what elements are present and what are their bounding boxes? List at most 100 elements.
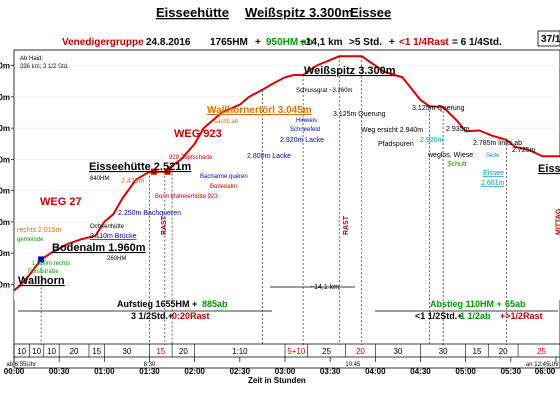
clock-time-label: 8:30 xyxy=(144,362,156,368)
segment-duration: 15 xyxy=(473,347,482,356)
y-tick-label: 2.400m xyxy=(0,187,10,196)
subheader-hm: 1765HM xyxy=(210,37,248,48)
segment-duration: 30 xyxy=(393,347,402,356)
label-q3125: 3.125m Querung xyxy=(333,111,386,118)
label-rechts: rechts 2.015m xyxy=(17,227,62,234)
label-rechts2: 1.880m rechts xyxy=(32,261,70,267)
label-bacharme: Bacharme queren xyxy=(200,174,248,180)
x-tick-label: 01:00 xyxy=(94,367,115,376)
x-tick-label: 04:30 xyxy=(410,367,431,376)
subheader: Venedigergruppe 24.8.2016 1765HM + 950HM… xyxy=(62,37,502,48)
x-tick-label: 02:00 xyxy=(184,367,205,376)
label-schneefeld: Schneefeld xyxy=(290,127,320,133)
label-weg-ersicht: Weg ersicht 2.940m xyxy=(361,127,423,134)
page-number: 37/1 xyxy=(541,34,560,45)
segment-duration-row: 10 10 10 20 15 30 15 20 1:10 5+10 25 20 30 30 15 20 25 xyxy=(13,343,560,358)
subheader-date: 24.8.2016 xyxy=(146,37,191,48)
label-km: ~14,1 km xyxy=(310,284,339,291)
x-axis: 00:00 00:30 01:00 01:30 02:00 02:30 03:00 03:30… xyxy=(4,357,559,376)
y-tick-label: 3.200m xyxy=(0,62,10,71)
segment-duration: 10 xyxy=(47,347,56,356)
label-bonn: Bonn Matreierhütte 923 xyxy=(155,194,218,200)
x-tick-label: 01:30 xyxy=(139,367,160,376)
segment-duration: 5+10 xyxy=(287,347,306,356)
rest-label: MITTAG xyxy=(556,208,560,235)
label-eisseehuette: Eisseehütte 2.521m xyxy=(89,161,191,173)
hut-marker xyxy=(164,168,171,175)
abstieg-2-time: <1 1/2Std.+ xyxy=(415,311,463,321)
hut-marker xyxy=(151,168,158,175)
segment-duration: 20 xyxy=(499,347,508,356)
label-eisseehuette-hm: 840HM xyxy=(90,176,109,182)
rest-label: RAST xyxy=(343,215,350,235)
annotations: WEG 27 WEG 923 Wallhorn Bodenalm 1.960m … xyxy=(17,65,560,321)
header-title-lake: Eissee xyxy=(350,5,391,20)
segment-duration: 30 xyxy=(439,347,448,356)
label-hinweis: Hinweis xyxy=(296,118,317,124)
label-links: 2.785m links ab xyxy=(473,140,522,147)
aufstieg-1: Aufstieg 1655HM + xyxy=(117,299,197,309)
label-weglos: weglos, Wiese xyxy=(427,152,473,159)
x-tick-label: 03:00 xyxy=(275,367,296,376)
clock-time-label: 10:45 xyxy=(345,362,361,368)
segment-duration: 25 xyxy=(537,347,546,356)
label-bodenalm: Bodenalm 1.960m xyxy=(52,242,146,254)
subheader-std: >5 Std. xyxy=(349,37,382,48)
x-tick-label: 00:30 xyxy=(49,367,70,376)
y-tick-label: 2.000m xyxy=(0,249,10,258)
label-s2920: 2.920m Lacke xyxy=(280,137,324,144)
segment-duration: 15 xyxy=(92,347,101,356)
label-bodenalm-hm: 260HM xyxy=(107,256,126,262)
label-eissee2: Eissee xyxy=(483,170,504,177)
y-axis: 3.200m 3.000m 2.800m 2.600m 2.400m 2.200m 2.00… xyxy=(0,62,14,289)
label-gemeinde: gemeinde xyxy=(17,237,44,243)
label-p2920: 2.920m xyxy=(420,137,444,144)
label-bodenalm2: Bodenalm xyxy=(210,184,237,190)
subheader-group: Venedigergruppe xyxy=(62,37,144,48)
waypoint-markers: RAST RAST MITTAG xyxy=(38,56,560,345)
corner-note-line-1: Ab Haid: xyxy=(20,56,43,62)
label-pfadspuren: Pfadspuren xyxy=(378,141,414,148)
y-tick-label: 1.800m xyxy=(0,280,10,289)
y-tick-label: 2.200m xyxy=(0,218,10,227)
subheader-hm-ab: 950HM ab xyxy=(266,37,313,48)
profile-area xyxy=(14,56,560,300)
x-tick-label: 06:00 xyxy=(535,367,556,376)
label-p2725: 2.725m xyxy=(512,147,536,154)
segment-duration: 10 xyxy=(32,347,41,356)
x-axis-label: Zeit in Stunden xyxy=(248,376,306,385)
label-zopfschart: 929 Zopfscharte xyxy=(169,155,213,161)
x-tick-label: 00:00 xyxy=(4,367,25,376)
label-sachtlich: sachtl.ab xyxy=(214,119,239,125)
segment-duration: 20 xyxy=(179,347,188,356)
label-q3125b: 3.125m Querung xyxy=(412,105,465,112)
label-ochsen: Ochsenhütte xyxy=(90,224,125,230)
x-tick-label: 02:30 xyxy=(230,367,251,376)
page-number-box xyxy=(537,30,560,47)
subheader-km: ~14,1 km xyxy=(300,37,343,48)
corner-note-line-2: 396 km; 3 1/2 Std. xyxy=(20,64,69,70)
segment-duration: 20 xyxy=(70,347,79,356)
header: Eisseehütte Weißspitz 3.300m Eissee 37/1 xyxy=(156,5,560,47)
label-forst: Forststraße xyxy=(28,269,59,275)
abstieg-2: Abstieg 110HM + xyxy=(430,299,502,309)
x-tick-label: 04:00 xyxy=(365,367,386,376)
label-wallhornertoerl: Wallhornertörl 3.045m xyxy=(207,105,312,116)
aufstieg-1-ab: 885ab xyxy=(202,299,228,309)
label-seile: Seile xyxy=(486,153,500,159)
subheader-total: = 6 1/4Std. xyxy=(452,37,502,48)
rest-label: RAST xyxy=(161,215,168,235)
label-eissee2-alt: 2.661m xyxy=(481,180,505,187)
segment-duration: 1:10 xyxy=(232,347,248,356)
x-tick-label: 05:00 xyxy=(455,367,476,376)
abstieg-2-rast: +>1/2Rast xyxy=(500,311,543,321)
aufstieg-1-time: 3 1/2Std.+ xyxy=(131,311,173,321)
profile-line xyxy=(13,55,560,292)
clock-time-label: ab 6:55Uhr xyxy=(6,362,36,368)
segment-duration: 15 xyxy=(156,347,165,356)
segment-duration: 20 xyxy=(356,347,365,356)
label-bach: 2.250m Bachqueren xyxy=(118,210,181,217)
label-schutt: Schutt xyxy=(447,161,467,168)
label-wallhorn: Wallhorn xyxy=(18,275,65,287)
